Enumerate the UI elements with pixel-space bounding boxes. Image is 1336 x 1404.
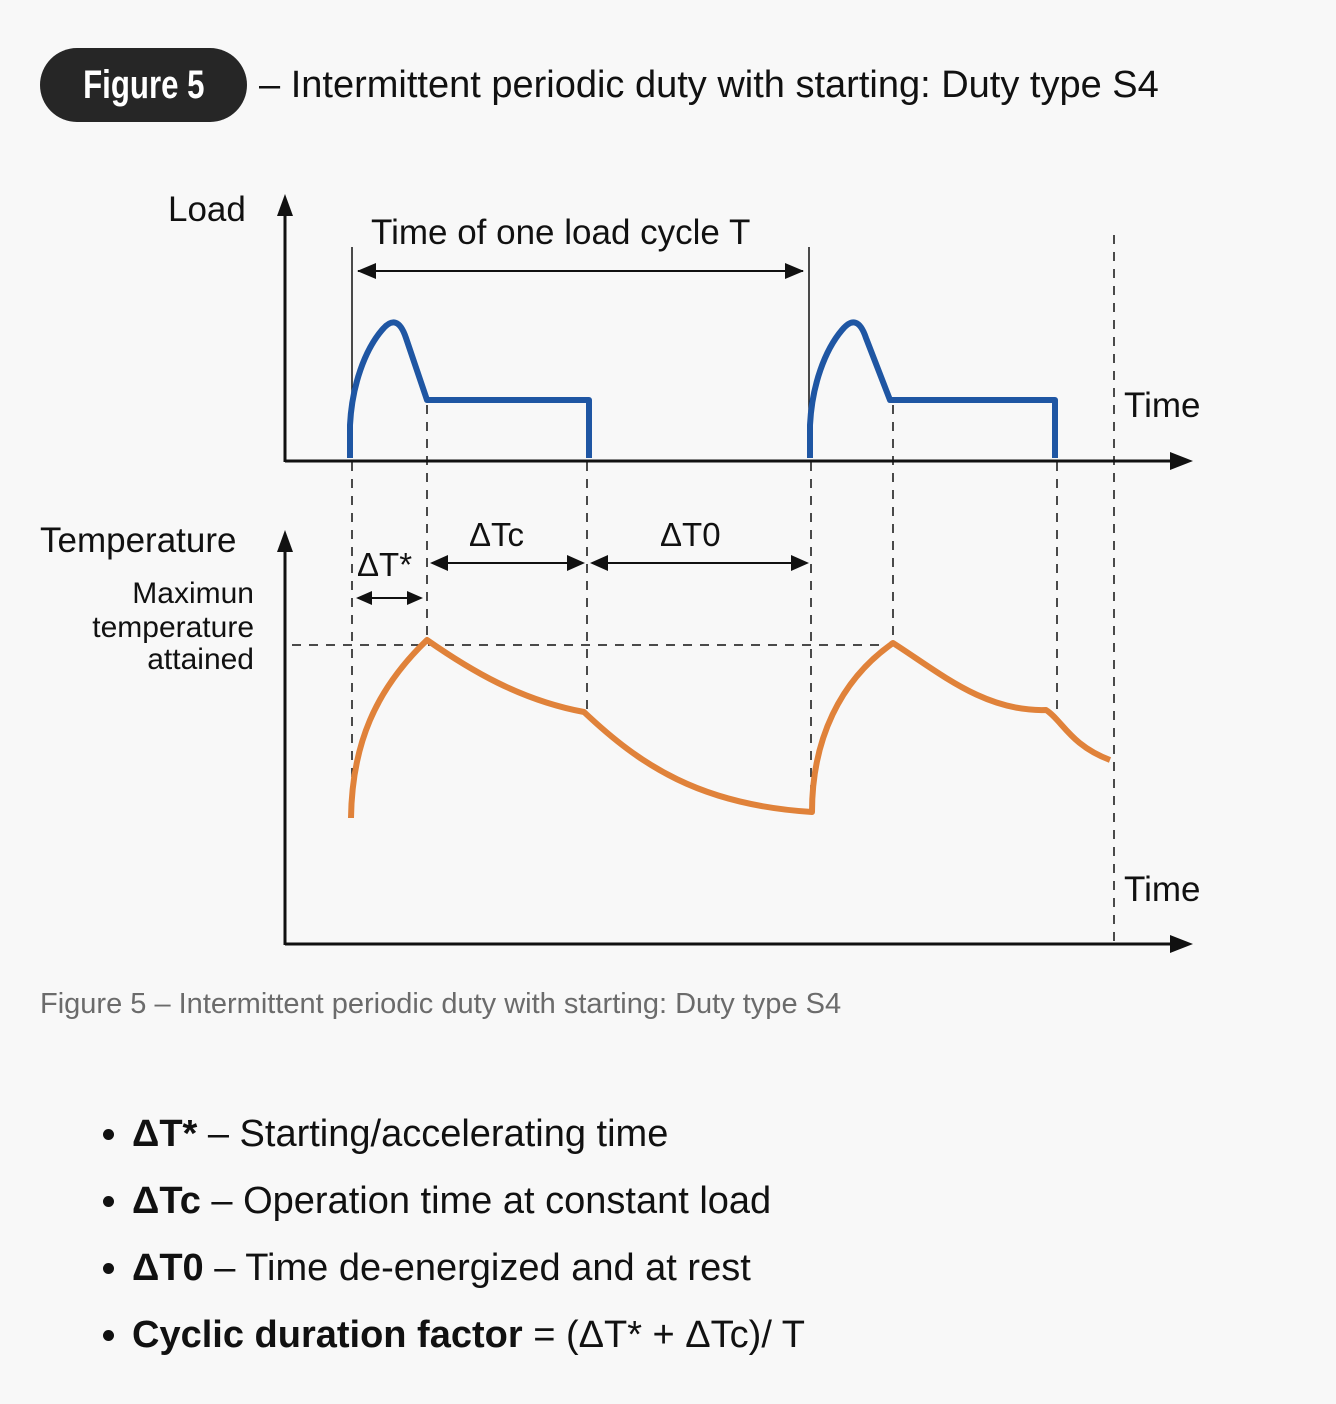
definition-cyclic-duration-factor: Cyclic duration factor = (ΔT* + ΔTc)/ T [132, 1309, 805, 1376]
cycle-arrow-left-head [357, 263, 376, 279]
delta-t0-label: ΔT0 [660, 516, 721, 553]
time-label-bottom: Time [1124, 870, 1200, 909]
definition-term: ΔT0 [132, 1247, 204, 1289]
delta-t0-left-head [590, 555, 608, 571]
load-curve [347, 319, 1058, 458]
max-temp-label-line-1: Maximun [132, 577, 254, 610]
temperature-y-arrowhead [277, 530, 293, 552]
definition-term: ΔTc [132, 1180, 201, 1222]
definition-text: – Operation time at constant load [200, 1180, 772, 1222]
figure-badge-label: Figure 5 [82, 62, 205, 107]
definition-term: Cyclic duration factor [132, 1314, 523, 1356]
definition-delta-tc: ΔTc – Operation time at constant load [132, 1175, 805, 1242]
delta-t0-right-head [791, 555, 809, 571]
cycle-arrow-right-head [785, 263, 804, 279]
figure-header: Figure 5 – Intermittent periodic duty wi… [40, 48, 1159, 122]
figure-badge: Figure 5 [40, 48, 247, 122]
delta-tc-right-head [567, 555, 585, 571]
definition-delta-t0: ΔT0 – Time de-energized and at rest [132, 1242, 805, 1309]
delta-t-star-right-head [407, 591, 423, 605]
definition-delta-t-star: ΔT* – Starting/accelerating time [132, 1108, 805, 1175]
load-y-arrowhead [277, 194, 293, 216]
definition-term: ΔT* [132, 1113, 198, 1155]
max-temp-label-line-3: attained [147, 643, 254, 676]
definition-text: – Time de-energized and at rest [203, 1247, 751, 1289]
dashed-guides [292, 235, 1115, 945]
delta-tc-label: ΔTc [469, 516, 524, 553]
delta-t-star-left-head [356, 591, 372, 605]
figure-title: – Intermittent periodic duty with starti… [259, 63, 1159, 106]
definitions-list: ΔT* – Starting/accelerating time ΔTc – O… [98, 1108, 805, 1376]
cycle-label: Time of one load cycle T [371, 213, 750, 252]
delta-tc-left-head [430, 555, 448, 571]
max-temp-label-line-2: temperature [92, 611, 254, 644]
temperature-x-arrowhead [1170, 935, 1193, 953]
time-label-top: Time [1124, 386, 1200, 425]
temperature-curve [348, 637, 1112, 819]
temperature-axis-label: Temperature [40, 521, 236, 560]
duty-s4-diagram: Load Time of one load cycle T Time Tempe… [40, 190, 1200, 953]
load-axis-label: Load [168, 190, 246, 229]
figure-caption: Figure 5 – Intermittent periodic duty wi… [40, 988, 842, 1020]
delta-t-star-label: ΔT* [357, 546, 412, 583]
definition-text: – Starting/accelerating time [197, 1113, 669, 1155]
definition-text: = (ΔT* + ΔTc)/ T [522, 1314, 805, 1356]
load-x-arrowhead [1170, 452, 1193, 470]
